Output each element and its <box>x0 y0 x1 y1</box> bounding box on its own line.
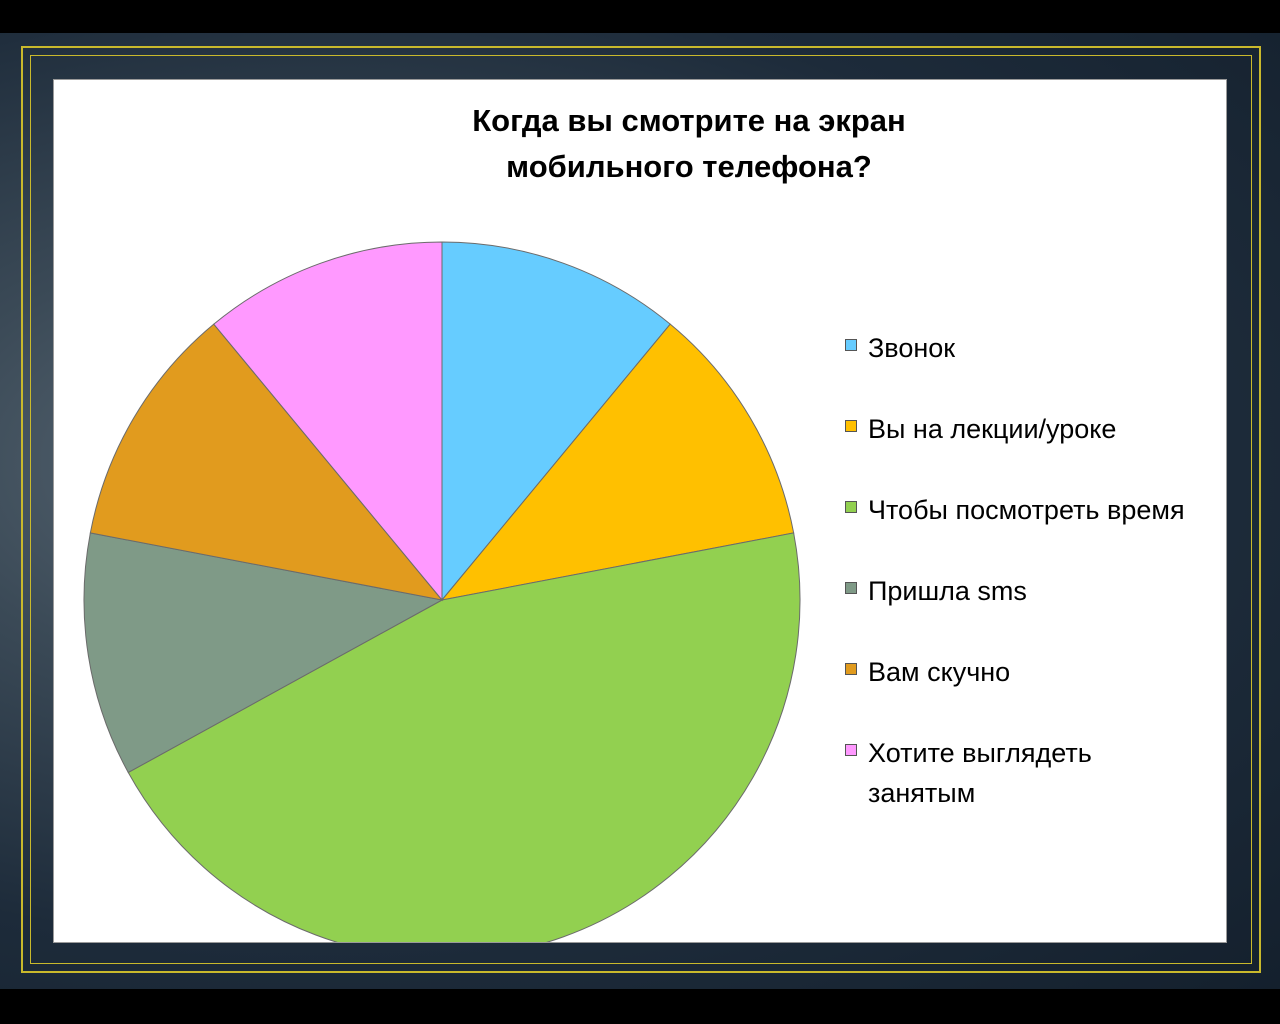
slide-frame-outer <box>21 46 1261 973</box>
pie-slice-3 <box>127 532 801 942</box>
legend-label-line: Хотите выглядеть <box>868 738 1092 768</box>
legend-swatch <box>845 663 857 675</box>
pie-slice-6 <box>213 241 443 602</box>
slide-background: Когда вы смотрите на экран мобильного те… <box>0 33 1280 989</box>
legend-label-line: занятым <box>868 778 976 808</box>
legend-label-line: Звонок <box>868 333 956 363</box>
chart-title-line-2: мобильного телефона? <box>506 149 872 184</box>
legend-label: Пришла sms <box>868 571 1218 611</box>
legend-swatch <box>845 582 857 594</box>
pie-slice-1 <box>441 241 671 602</box>
legend-label: Вам скучно <box>868 652 1218 692</box>
legend-label: Вы на лекции/уроке <box>868 409 1218 449</box>
pie-chart <box>83 241 801 942</box>
chart-title-line-1: Когда вы смотрите на экран <box>472 103 906 138</box>
slide-frame-inner <box>30 55 1252 964</box>
legend-label-line: Пришла sms <box>868 576 1027 606</box>
chart-area: Когда вы смотрите на экран мобильного те… <box>53 79 1227 943</box>
legend-swatch <box>845 501 857 513</box>
pie-slice-5 <box>89 323 444 601</box>
legend-label-line: Чтобы посмотреть время <box>868 495 1185 525</box>
chart-title: Когда вы смотрите на экран мобильного те… <box>54 98 1228 190</box>
pie-slice-4 <box>83 532 444 774</box>
legend-label-line: Вам скучно <box>868 657 1011 687</box>
pie-slice-2 <box>440 323 795 601</box>
legend-label-line: Вы на лекции/уроке <box>868 414 1117 444</box>
legend-label: Хотите выглядеть занятым <box>868 733 1218 813</box>
legend-swatch <box>845 339 857 351</box>
legend-label: Чтобы посмотреть время <box>868 490 1218 530</box>
legend-label: Звонок <box>868 328 1218 368</box>
legend-swatch <box>845 744 857 756</box>
legend-swatch <box>845 420 857 432</box>
